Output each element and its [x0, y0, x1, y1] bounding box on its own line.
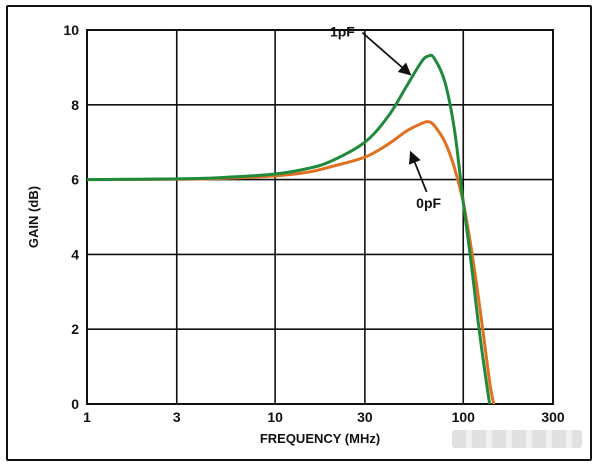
x-tick-label: 3 — [173, 409, 181, 425]
figure-border — [6, 5, 592, 461]
x-tick-label: 10 — [267, 409, 283, 425]
y-axis-title: GAIN (dB) — [26, 186, 41, 248]
annotation-arrow-1pf — [361, 31, 412, 76]
x-axis-title: FREQUENCY (MHz) — [260, 431, 380, 446]
plot-area — [86, 29, 554, 405]
x-tick-label: 1 — [83, 409, 91, 425]
x-tick-label: 100 — [452, 409, 476, 425]
y-tick-label: 6 — [71, 172, 79, 188]
y-tick-label: 4 — [71, 246, 79, 262]
watermark-blur — [452, 430, 582, 448]
annotation-arrow-0pf — [408, 150, 428, 193]
y-tick-label: 8 — [71, 97, 79, 113]
y-tick-label: 2 — [71, 321, 79, 337]
x-tick-label: 300 — [541, 409, 565, 425]
annotation-label-1pf: 1pF — [330, 24, 355, 40]
annotation-label-0pf: 0pF — [416, 195, 441, 211]
y-tick-label: 10 — [63, 22, 79, 38]
series-line-0pf — [87, 120, 496, 404]
y-tick-label: 0 — [71, 396, 79, 412]
series-line-1pf — [87, 53, 492, 404]
x-tick-label: 30 — [357, 409, 373, 425]
